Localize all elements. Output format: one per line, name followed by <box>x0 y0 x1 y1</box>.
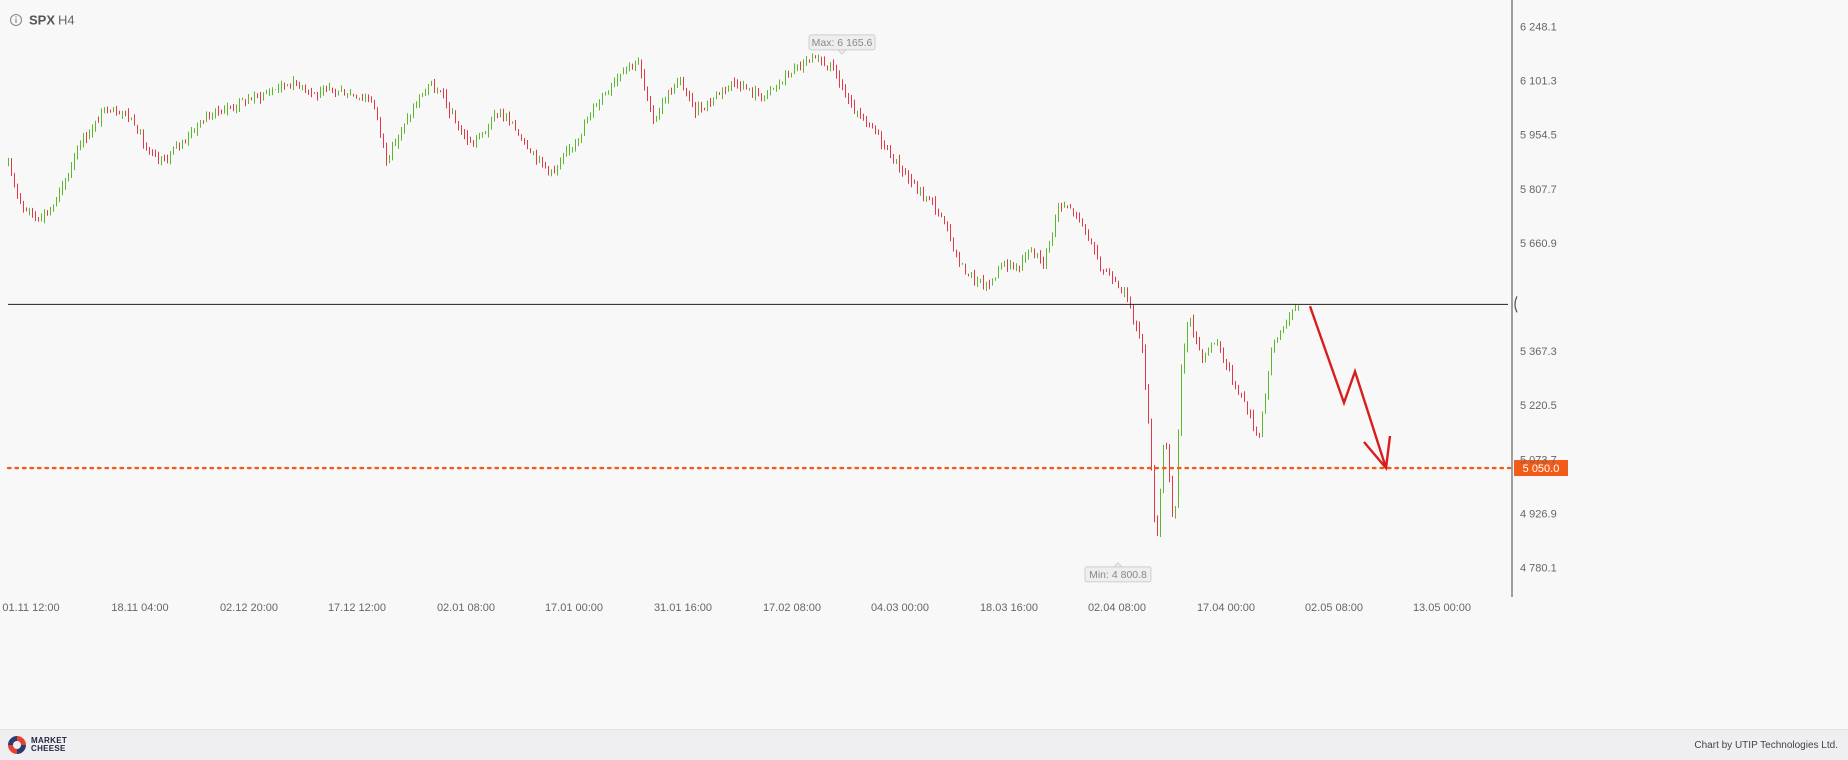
y-tick-label-3: 5 807.7 <box>1520 184 1557 196</box>
min-price-marker-pointer <box>1112 562 1124 568</box>
x-tick-label-5: 17.01 00:00 <box>545 602 603 614</box>
max-price-marker-label: Max: 6 165.6 <box>812 37 873 49</box>
x-tick-label-2: 02.12 20:00 <box>220 602 278 614</box>
footer-bar: MARKET CHEESE Chart by UTIP Technologies… <box>0 729 1848 760</box>
target-price-label: 5 050.0 <box>1523 463 1560 475</box>
min-price-marker-label: Min: 4 800.8 <box>1089 569 1147 581</box>
x-tick-label-1: 18.11 04:00 <box>111 602 168 614</box>
x-tick-label-8: 04.03 00:00 <box>871 602 929 614</box>
logo-icon <box>8 736 26 754</box>
projection-arrow[interactable] <box>1308 305 1388 469</box>
x-tick-label-9: 18.03 16:00 <box>980 602 1038 614</box>
x-tick-label-11: 17.04 00:00 <box>1197 602 1255 614</box>
timeframe-label[interactable]: H4 <box>58 13 75 28</box>
x-tick-label-7: 17.02 08:00 <box>763 602 821 614</box>
logo-line-1: MARKET <box>31 736 68 745</box>
market-cheese-logo[interactable]: MARKET CHEESE <box>8 736 67 754</box>
info-circle-icon-dot <box>15 16 17 18</box>
info-circle-icon-stem <box>15 18 17 23</box>
y-tick-label-9: 4 780.1 <box>1520 562 1557 574</box>
chart-header: SPX H4 <box>9 13 75 28</box>
y-tick-label-8: 4 926.9 <box>1520 508 1557 520</box>
projection-arrowhead-icon <box>1363 435 1392 471</box>
logo-line-2: CHEESE <box>31 744 66 753</box>
y-tick-label-7: 5 073.7 <box>1520 454 1557 466</box>
y-tick-label-2: 5 954.5 <box>1520 130 1557 142</box>
x-tick-label-12: 02.05 08:00 <box>1305 602 1363 614</box>
y-tick-label-1: 6 101.3 <box>1520 76 1557 88</box>
y-tick-label-5: 5 367.3 <box>1520 346 1557 358</box>
x-tick-label-4: 02.01 08:00 <box>437 602 495 614</box>
x-tick-label-0: 01.11 12:00 <box>2 602 59 614</box>
symbol-label: SPX <box>29 13 55 28</box>
chart-credit: Chart by UTIP Technologies Ltd. <box>1694 740 1838 751</box>
x-tick-label-6: 31.01 16:00 <box>654 602 712 614</box>
candlestick-series <box>8 53 1299 537</box>
x-tick-label-3: 17.12 12:00 <box>328 602 386 614</box>
max-price-marker-pointer <box>836 49 848 55</box>
y-tick-label-0: 6 248.1 <box>1520 21 1557 33</box>
info-circle-icon[interactable] <box>9 13 23 27</box>
y-tick-label-4: 5 660.9 <box>1520 238 1557 250</box>
y-tick-label-6: 5 220.5 <box>1520 400 1557 412</box>
chart-canvas[interactable]: 5 050.0 Max: 6 165.6 Min: 4 800.8 6 248.1… <box>0 0 1848 729</box>
level-handle-icon[interactable] <box>1514 296 1518 313</box>
target-price-badge <box>1514 460 1568 477</box>
x-tick-label-13: 13.05 00:00 <box>1413 602 1471 614</box>
x-tick-label-10: 02.04 08:00 <box>1088 602 1146 614</box>
